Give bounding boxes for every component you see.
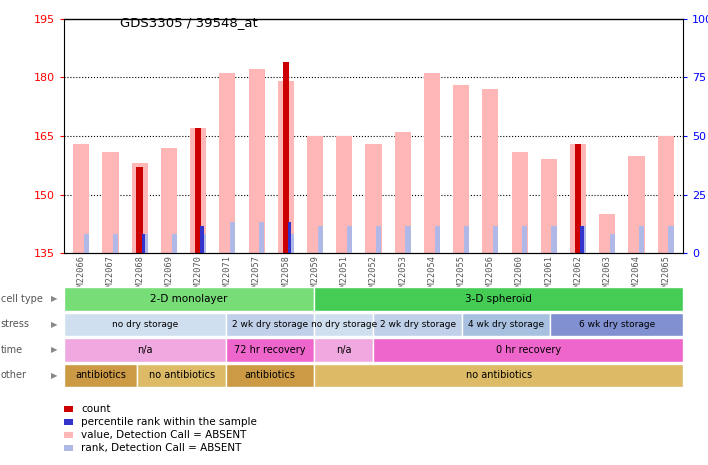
- Text: 3-D spheroid: 3-D spheroid: [465, 294, 532, 304]
- Bar: [580, 226, 583, 253]
- Text: ▶: ▶: [51, 345, 57, 354]
- Bar: [394, 132, 411, 253]
- Bar: [462, 312, 551, 336]
- Text: 2 wk dry storage: 2 wk dry storage: [379, 320, 456, 329]
- Text: 6 wk dry storage: 6 wk dry storage: [578, 320, 655, 329]
- Bar: [142, 234, 147, 253]
- Text: rank, Detection Call = ABSENT: rank, Detection Call = ABSENT: [81, 443, 242, 453]
- Bar: [639, 226, 644, 253]
- Bar: [230, 222, 235, 253]
- Bar: [137, 364, 226, 387]
- Bar: [493, 226, 498, 253]
- Bar: [64, 287, 314, 311]
- Text: no antibiotics: no antibiotics: [149, 371, 215, 380]
- Bar: [482, 89, 498, 253]
- Bar: [314, 364, 683, 387]
- Text: percentile rank within the sample: percentile rank within the sample: [81, 417, 257, 427]
- Text: GDS3305 / 39548_at: GDS3305 / 39548_at: [120, 16, 258, 29]
- Text: 2-D monolayer: 2-D monolayer: [150, 294, 228, 304]
- Text: ▶: ▶: [51, 294, 57, 303]
- Bar: [435, 226, 440, 253]
- Bar: [365, 144, 382, 253]
- Bar: [658, 136, 674, 253]
- Text: other: other: [1, 371, 27, 380]
- Bar: [523, 226, 527, 253]
- Bar: [405, 226, 411, 253]
- Bar: [249, 69, 265, 253]
- Bar: [629, 156, 644, 253]
- Text: antibiotics: antibiotics: [75, 371, 126, 380]
- Bar: [201, 234, 206, 253]
- Bar: [288, 234, 294, 253]
- Bar: [137, 167, 143, 253]
- Bar: [259, 222, 265, 253]
- Bar: [512, 152, 527, 253]
- Bar: [551, 312, 683, 336]
- Bar: [552, 226, 556, 253]
- Bar: [464, 226, 469, 253]
- Bar: [424, 73, 440, 253]
- Bar: [374, 338, 683, 362]
- Bar: [282, 62, 289, 253]
- Bar: [599, 214, 615, 253]
- Bar: [314, 312, 374, 336]
- Text: 72 hr recovery: 72 hr recovery: [234, 345, 306, 355]
- Bar: [226, 364, 314, 387]
- Bar: [336, 136, 353, 253]
- Text: 4 wk dry storage: 4 wk dry storage: [468, 320, 544, 329]
- Text: no antibiotics: no antibiotics: [466, 371, 532, 380]
- Bar: [376, 226, 382, 253]
- Bar: [541, 159, 556, 253]
- Bar: [307, 136, 323, 253]
- Bar: [278, 81, 294, 253]
- Bar: [288, 222, 292, 253]
- Bar: [314, 287, 683, 311]
- Text: 2 wk dry storage: 2 wk dry storage: [232, 320, 308, 329]
- Bar: [570, 144, 586, 253]
- Bar: [314, 338, 374, 362]
- Text: no dry storage: no dry storage: [311, 320, 377, 329]
- Text: n/a: n/a: [137, 345, 153, 355]
- Text: count: count: [81, 404, 111, 414]
- Text: no dry storage: no dry storage: [112, 320, 178, 329]
- Text: 0 hr recovery: 0 hr recovery: [496, 345, 561, 355]
- Bar: [103, 152, 118, 253]
- Text: n/a: n/a: [336, 345, 352, 355]
- Bar: [132, 163, 148, 253]
- Bar: [73, 144, 89, 253]
- Bar: [318, 226, 323, 253]
- Bar: [453, 85, 469, 253]
- Bar: [64, 364, 137, 387]
- Bar: [610, 234, 615, 253]
- Bar: [668, 226, 673, 253]
- Text: cell type: cell type: [1, 294, 42, 304]
- Bar: [64, 338, 226, 362]
- Bar: [190, 128, 206, 253]
- Text: value, Detection Call = ABSENT: value, Detection Call = ABSENT: [81, 430, 247, 440]
- Text: time: time: [1, 345, 23, 355]
- Bar: [64, 312, 226, 336]
- Bar: [219, 73, 235, 253]
- Bar: [171, 234, 177, 253]
- Bar: [161, 148, 177, 253]
- Bar: [195, 128, 201, 253]
- Bar: [374, 312, 462, 336]
- Bar: [200, 226, 204, 253]
- Bar: [226, 312, 314, 336]
- Bar: [581, 226, 586, 253]
- Bar: [575, 144, 581, 253]
- Bar: [84, 234, 89, 253]
- Text: antibiotics: antibiotics: [245, 371, 296, 380]
- Bar: [142, 234, 145, 253]
- Bar: [113, 234, 118, 253]
- Text: ▶: ▶: [51, 371, 57, 380]
- Text: ▶: ▶: [51, 320, 57, 329]
- Bar: [347, 226, 352, 253]
- Text: stress: stress: [1, 319, 30, 329]
- Bar: [226, 338, 314, 362]
